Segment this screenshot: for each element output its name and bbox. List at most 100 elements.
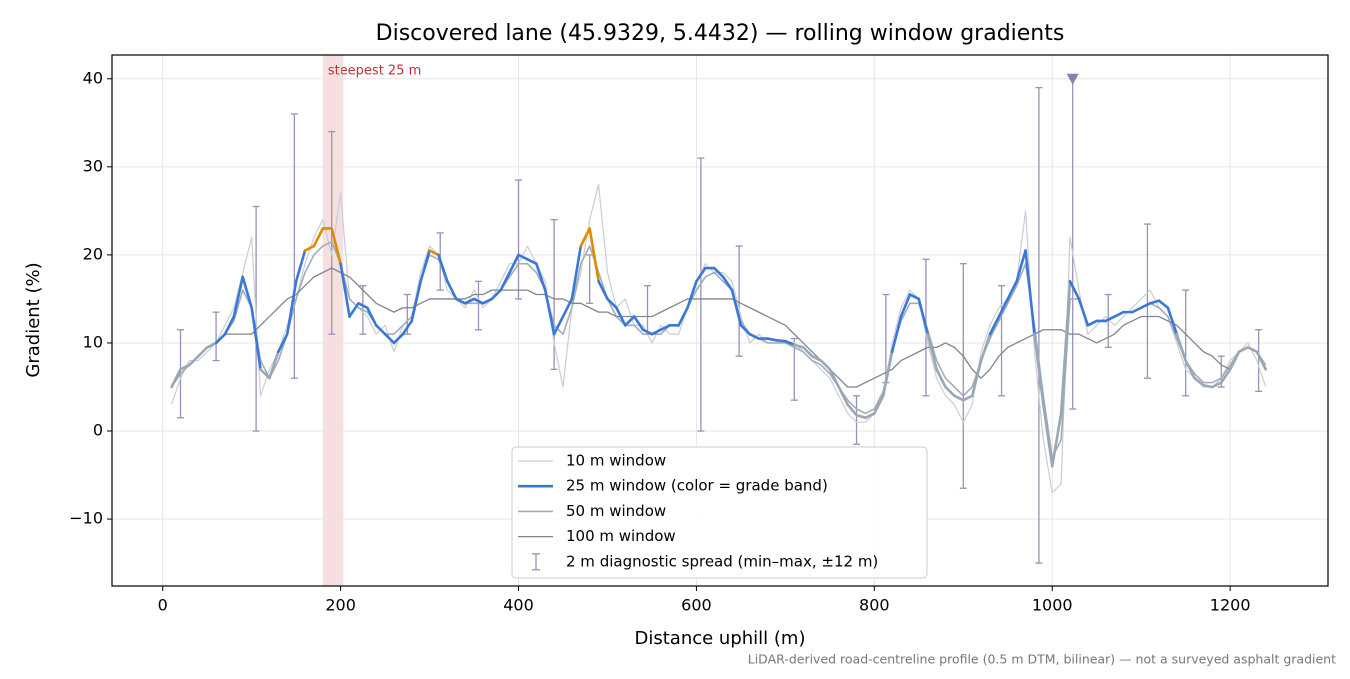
line-segment xyxy=(686,280,698,310)
line-segment xyxy=(739,324,752,336)
line-segment xyxy=(864,412,876,420)
line-segment xyxy=(543,288,556,336)
line-segment xyxy=(1255,350,1268,371)
line-segment xyxy=(623,315,636,327)
line-segment xyxy=(748,332,760,340)
error-bar xyxy=(474,280,482,331)
line-segment xyxy=(552,315,565,336)
line-segment xyxy=(339,262,351,318)
error-bar xyxy=(212,311,220,362)
x-tick-label: 400 xyxy=(503,596,534,615)
line-segment xyxy=(499,271,511,292)
line-segment xyxy=(873,394,885,415)
line-segment xyxy=(188,354,200,367)
line-segment xyxy=(730,288,743,327)
legend xyxy=(511,446,928,579)
legend-label: 25 m window (color = grade band) xyxy=(566,477,828,495)
line-segment xyxy=(1131,306,1143,314)
error-bar xyxy=(515,179,523,300)
line-segment xyxy=(1219,368,1232,384)
line-segment xyxy=(775,339,787,343)
line-segment xyxy=(374,324,387,336)
line-segment xyxy=(997,297,1010,318)
line-segment xyxy=(784,339,796,347)
line-segment xyxy=(659,324,672,332)
error-bar xyxy=(550,219,558,371)
line-segment xyxy=(819,359,832,371)
x-tick-label: 1000 xyxy=(1032,596,1073,615)
line-segment xyxy=(1157,299,1170,310)
y-axis-label: Gradient (%) xyxy=(23,262,44,377)
line-segment xyxy=(481,297,494,305)
line-segment xyxy=(561,297,574,318)
line-segment xyxy=(1104,315,1116,323)
error-bar xyxy=(290,113,298,379)
x-tick-label: 0 xyxy=(158,596,168,615)
y-tick-label: 0 xyxy=(93,421,103,440)
footnote: LiDAR-derived road-centreline profile (0… xyxy=(748,652,1336,667)
chart-title: Discovered lane (45.9329, 5.4432) — roll… xyxy=(376,21,1065,46)
line-segment xyxy=(1033,332,1045,406)
line-segment xyxy=(1086,319,1099,327)
line-segment xyxy=(1246,346,1259,354)
error-bar xyxy=(735,245,743,357)
legend-label: 50 m window xyxy=(566,502,666,520)
line-segment xyxy=(881,350,894,398)
line-segment xyxy=(1184,359,1196,380)
line-segment xyxy=(1042,403,1054,468)
line-segment xyxy=(1024,249,1036,336)
line-segment xyxy=(214,332,227,345)
line-segment xyxy=(1113,310,1125,318)
line-segment xyxy=(348,302,360,318)
line-segment xyxy=(303,244,316,252)
line-segment xyxy=(1077,297,1090,327)
line-segment xyxy=(721,275,734,292)
line-segment xyxy=(1015,249,1027,283)
line-segment xyxy=(170,368,182,389)
line-segment xyxy=(712,266,725,279)
line-segment xyxy=(365,306,378,327)
line-segment xyxy=(855,413,867,420)
line-segment xyxy=(926,332,938,371)
line-segment xyxy=(970,359,983,398)
line-segment xyxy=(463,297,476,305)
line-segment xyxy=(1148,299,1161,305)
span-label: steepest 25 m xyxy=(328,64,421,79)
y-tick-label: 10 xyxy=(83,332,103,351)
line-segment xyxy=(357,302,369,310)
line-segment xyxy=(810,354,823,362)
line-segment xyxy=(526,257,538,266)
y-tick-label: 40 xyxy=(83,68,103,87)
line-segment xyxy=(446,280,458,301)
line-segment xyxy=(437,253,449,283)
line-segment xyxy=(277,332,289,354)
error-bar xyxy=(586,254,594,304)
line-segment xyxy=(410,280,422,323)
x-tick-label: 200 xyxy=(325,596,356,615)
error-bar xyxy=(644,285,652,335)
line-segment xyxy=(419,249,431,283)
line-segment xyxy=(472,297,485,305)
line-segment xyxy=(223,315,236,336)
line-segment xyxy=(1237,346,1250,354)
line-segment xyxy=(579,227,591,248)
line-segment xyxy=(846,403,858,417)
line-segment xyxy=(597,280,609,301)
line-segment xyxy=(615,306,627,327)
x-tick-label: 600 xyxy=(681,596,712,615)
line-segment xyxy=(517,253,529,261)
line-segment xyxy=(392,332,405,345)
error-bar xyxy=(697,157,705,432)
legend-label: 10 m window xyxy=(566,452,666,470)
line-segment xyxy=(837,385,849,406)
x-axis-label: Distance uphill (m) xyxy=(635,628,806,649)
line-segment xyxy=(294,249,307,283)
line-segment xyxy=(490,288,503,301)
line-segment xyxy=(588,227,600,283)
legend-label: 2 m diagnostic spread (min–max, ±12 m) xyxy=(566,552,878,570)
line-segment xyxy=(1211,381,1223,389)
line-segment xyxy=(641,328,654,336)
line-segment xyxy=(268,350,280,380)
line-segment xyxy=(828,368,841,389)
line-segment xyxy=(953,394,965,402)
